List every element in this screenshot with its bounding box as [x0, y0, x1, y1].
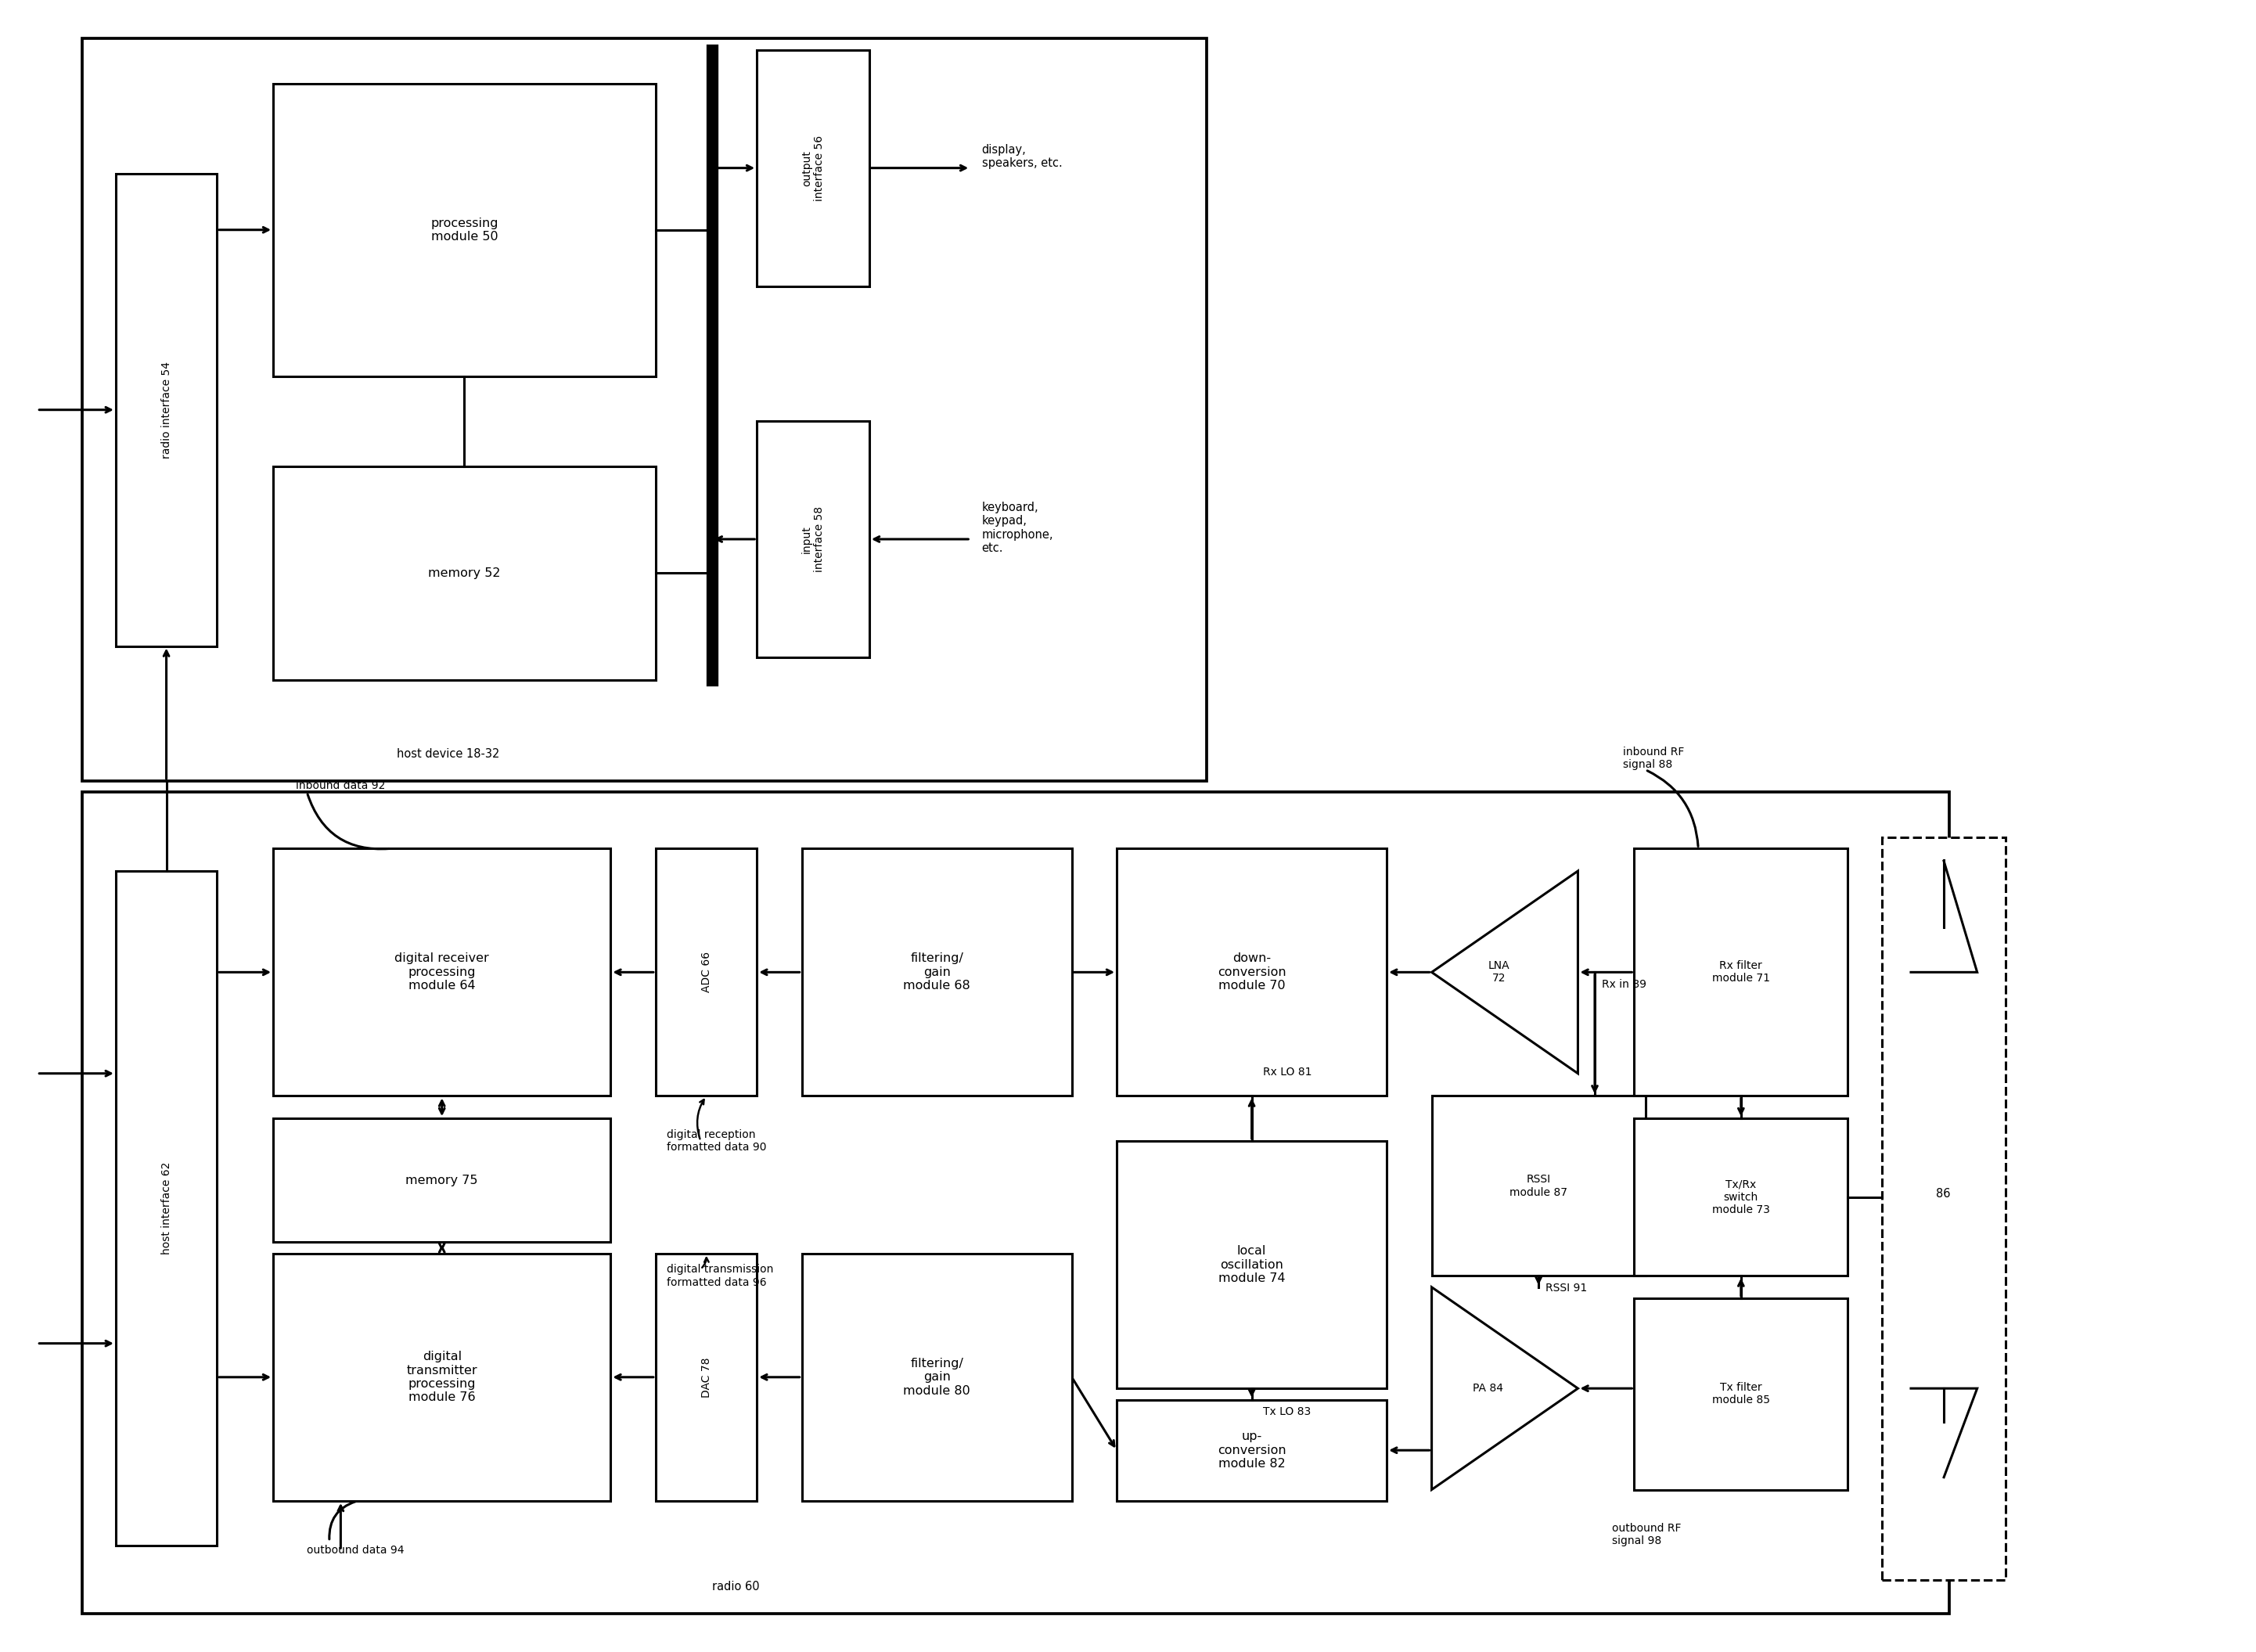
Text: DAC 78: DAC 78: [702, 1356, 711, 1398]
Bar: [273, 84, 656, 377]
Bar: [1117, 1399, 1387, 1502]
Text: Tx LO 83: Tx LO 83: [1263, 1406, 1311, 1417]
Bar: [273, 849, 611, 1095]
Text: digital reception
formatted data 90: digital reception formatted data 90: [668, 1128, 767, 1153]
Text: outbound RF
signal 98: outbound RF signal 98: [1611, 1523, 1681, 1546]
Bar: [801, 1254, 1072, 1502]
Text: LNA
72: LNA 72: [1489, 960, 1509, 985]
Text: Rx filter
module 71: Rx filter module 71: [1712, 960, 1771, 985]
Bar: [81, 38, 1207, 781]
Text: up-
conversion
module 82: up- conversion module 82: [1218, 1431, 1286, 1470]
Bar: [1633, 1298, 1848, 1490]
Bar: [656, 849, 756, 1095]
Text: PA 84: PA 84: [1473, 1383, 1502, 1394]
Text: filtering/
gain
module 68: filtering/ gain module 68: [902, 953, 970, 991]
Bar: [1882, 838, 2006, 1579]
Text: host device 18-32: host device 18-32: [397, 748, 501, 760]
Text: input
interface 58: input interface 58: [801, 506, 826, 572]
Bar: [115, 173, 217, 646]
Text: memory 75: memory 75: [406, 1175, 478, 1186]
Bar: [1633, 1118, 1848, 1275]
Bar: [1433, 1095, 1645, 1275]
Bar: [1117, 849, 1387, 1095]
Text: RSSI
module 87: RSSI module 87: [1509, 1175, 1568, 1198]
Bar: [273, 1118, 611, 1242]
Text: output
interface 56: output interface 56: [801, 135, 826, 202]
Bar: [801, 849, 1072, 1095]
Text: ADC 66: ADC 66: [702, 952, 711, 993]
Bar: [756, 421, 869, 657]
Text: radio interface 54: radio interface 54: [160, 362, 171, 458]
Text: Rx in 89: Rx in 89: [1602, 980, 1647, 990]
Text: digital receiver
processing
module 64: digital receiver processing module 64: [395, 953, 490, 991]
Text: down-
conversion
module 70: down- conversion module 70: [1218, 953, 1286, 991]
Bar: [273, 1254, 611, 1502]
Text: radio 60: radio 60: [713, 1581, 760, 1593]
Text: memory 52: memory 52: [429, 567, 501, 578]
Text: display,
speakers, etc.: display, speakers, etc.: [981, 144, 1063, 170]
Bar: [756, 50, 869, 286]
Text: host interface 62: host interface 62: [160, 1161, 171, 1256]
Text: Rx LO 81: Rx LO 81: [1263, 1067, 1313, 1079]
Bar: [1117, 1142, 1387, 1388]
Bar: [115, 871, 217, 1546]
Text: inbound data 92: inbound data 92: [296, 780, 386, 791]
Text: local
oscillation
module 74: local oscillation module 74: [1218, 1246, 1286, 1284]
Text: digital transmission
formatted data 96: digital transmission formatted data 96: [668, 1264, 774, 1289]
Text: 86: 86: [1936, 1188, 1951, 1199]
Bar: [1633, 849, 1848, 1095]
Text: Tx filter
module 85: Tx filter module 85: [1712, 1383, 1771, 1406]
Text: RSSI 91: RSSI 91: [1545, 1282, 1586, 1294]
Text: keyboard,
keypad,
microphone,
etc.: keyboard, keypad, microphone, etc.: [981, 502, 1054, 553]
Bar: [81, 793, 1949, 1614]
Bar: [656, 1254, 756, 1502]
Text: outbound data 94: outbound data 94: [307, 1545, 404, 1556]
Text: processing
module 50: processing module 50: [431, 216, 499, 243]
Bar: [273, 466, 656, 679]
Text: inbound RF
signal 88: inbound RF signal 88: [1622, 747, 1685, 770]
Text: Tx/Rx
switch
module 73: Tx/Rx switch module 73: [1712, 1180, 1771, 1216]
Text: digital
transmitter
processing
module 76: digital transmitter processing module 76: [406, 1351, 478, 1404]
Text: filtering/
gain
module 80: filtering/ gain module 80: [902, 1358, 970, 1396]
